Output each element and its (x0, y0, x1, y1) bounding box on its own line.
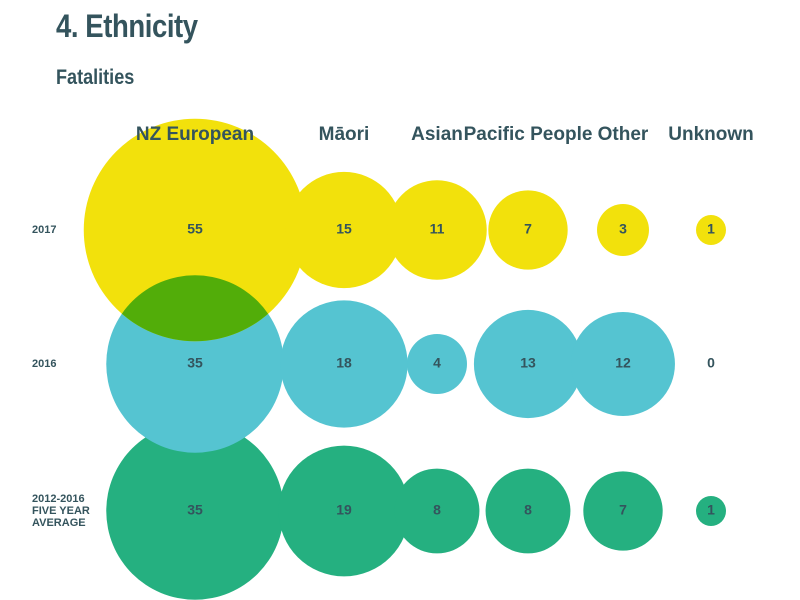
bubble-2012-2016-five-year-average-other (583, 471, 663, 551)
bubble-2016-other (571, 312, 675, 416)
bubble-2012-2016-five-year-average-m-ori (278, 445, 410, 577)
bubble-2017-nz-european (83, 118, 307, 342)
bubble-2012-2016-five-year-average-nz-european (106, 422, 284, 600)
page-title: 4. Ethnicity (56, 8, 198, 44)
value-label-2012-2016-five-year-average-unknown: 1 (707, 502, 715, 518)
overlap-layer (106, 275, 284, 342)
category-label-nz-european: NZ European (136, 124, 254, 145)
value-label-2017-nz-european: 55 (187, 221, 203, 237)
bubble-2017-pacific-people (488, 190, 568, 270)
bubble-overlap-2017-2016-nz-european (106, 275, 284, 342)
page-subtitle: Fatalities (56, 66, 135, 89)
category-label-pacific-people: Pacific People (464, 124, 593, 145)
row-label-2012-2016-five-year-average: 2012-2016 FIVE YEAR AVERAGE (32, 493, 90, 529)
value-label-2012-2016-five-year-average-nz-european: 35 (187, 502, 203, 518)
bubble-2012-2016-five-year-average-unknown (696, 496, 726, 526)
value-label-2016-nz-european: 35 (187, 355, 203, 371)
bubble-2017-asian (387, 180, 487, 280)
row-label-2017: 2017 (32, 224, 56, 236)
category-label-asian: Asian (411, 124, 463, 145)
value-label-2017-pacific-people: 7 (524, 221, 532, 237)
value-label-2012-2016-five-year-average-asian: 8 (433, 502, 441, 518)
value-label-2012-2016-five-year-average-pacific-people: 8 (524, 502, 532, 518)
value-label-2017-other: 3 (619, 221, 627, 237)
category-label-m-ori: Māori (319, 124, 370, 145)
value-label-2016-m-ori: 18 (336, 355, 352, 371)
bubble-2017-m-ori (285, 171, 403, 289)
value-labels-layer: 55 15 11 7 3 1 35 18 4 13 12 0 35 19 8 8 7 1 (187, 221, 715, 518)
category-label-other: Other (598, 124, 649, 145)
bubble-2016-m-ori (280, 300, 408, 428)
bubbles-layer (83, 118, 726, 600)
value-label-2016-pacific-people: 13 (520, 355, 536, 371)
bubble-2016-pacific-people (473, 309, 583, 419)
bubble-2012-2016-five-year-average-asian (394, 468, 480, 554)
bubble-2012-2016-five-year-average-pacific-people (485, 468, 571, 554)
value-label-2017-asian: 11 (430, 221, 445, 237)
row-label-2016: 2016 (32, 358, 56, 370)
value-label-2012-2016-five-year-average-other: 7 (619, 502, 627, 518)
value-label-2017-unknown: 1 (707, 221, 715, 237)
bubble-2017-other (597, 204, 649, 256)
bubble-2016-asian (407, 334, 467, 394)
value-label-2016-unknown: 0 (707, 355, 715, 371)
value-label-2016-other: 12 (615, 355, 631, 371)
category-label-unknown: Unknown (668, 124, 754, 145)
row-labels-layer: 2017 2016 2012-2016 FIVE YEAR AVERAGE (32, 224, 90, 529)
value-label-2016-asian: 4 (433, 355, 441, 371)
value-label-2017-m-ori: 15 (336, 221, 352, 237)
bubble-2017-unknown (696, 215, 726, 245)
value-label-2012-2016-five-year-average-m-ori: 19 (336, 502, 352, 518)
category-labels-layer: NZ European Māori Asian Pacific People Other… (136, 124, 754, 145)
